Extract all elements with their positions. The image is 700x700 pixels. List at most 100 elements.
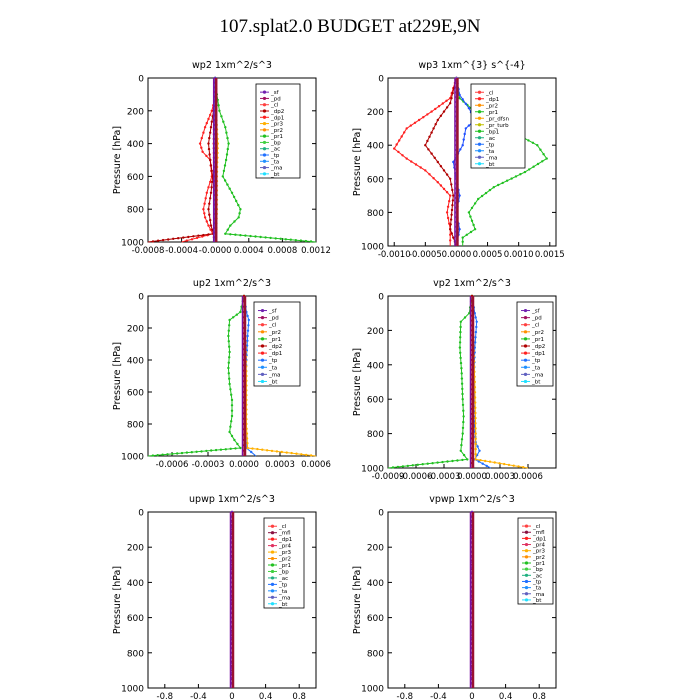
data-point: [458, 97, 461, 100]
legend-marker: [270, 524, 275, 528]
data-point: [493, 461, 496, 464]
data-point: [203, 212, 206, 215]
data-point: [217, 104, 220, 107]
legend-entry-bt: _bt: [278, 602, 288, 608]
data-point: [229, 233, 232, 236]
data-point: [527, 139, 530, 142]
legend-marker: [477, 97, 482, 101]
data-point: [497, 183, 500, 187]
data-point: [505, 179, 509, 182]
data-point: [195, 450, 198, 453]
data-point: [409, 124, 412, 127]
data-point: [156, 454, 159, 457]
data-point: [226, 183, 229, 186]
legend-marker: [523, 358, 528, 362]
data-point: [449, 177, 452, 180]
legend-entry-dp1: _dp1: [485, 97, 499, 103]
data-point: [207, 186, 210, 189]
data-point: [475, 325, 478, 329]
data-point: [522, 466, 525, 469]
data-point: [431, 462, 434, 465]
data-point: [458, 341, 462, 344]
data-point: [224, 126, 227, 129]
data-point: [461, 398, 464, 401]
legend-marker: [524, 573, 529, 577]
legend-marker: [523, 323, 528, 327]
legend-entry-ac: _ac: [278, 576, 288, 582]
data-point: [446, 216, 450, 220]
legend-entry-sf: _sf: [270, 90, 280, 96]
data-point: [449, 239, 452, 242]
legend-marker: [260, 351, 265, 355]
legend: _cl_mfl_dp1_pr4_pr3_pr2_pr1_bp_ac_tp_ta_…: [263, 517, 305, 609]
data-point: [227, 142, 230, 145]
data-point: [205, 121, 208, 125]
data-point: [474, 330, 478, 334]
data-point: [239, 234, 242, 237]
data-point: [433, 156, 436, 159]
data-point: [477, 460, 480, 463]
y-tick-label: 800: [367, 430, 384, 440]
data-point: [450, 232, 453, 235]
data-point: [228, 356, 231, 359]
legend-marker: [270, 595, 275, 599]
data-point: [467, 211, 471, 214]
legend-entry-ma: _ma: [268, 372, 280, 378]
y-tick-label: 0: [378, 509, 384, 519]
data-point: [517, 465, 520, 468]
chart-title: upwp 1xm^2/s^3: [189, 494, 275, 505]
data-point: [477, 197, 480, 201]
legend-marker: [262, 165, 267, 170]
legend-marker: [260, 308, 265, 313]
data-point: [481, 462, 484, 465]
data-point: [192, 235, 195, 238]
legend-entry-pr2: _pr2: [270, 128, 283, 134]
y-tick-label: 400: [127, 579, 144, 589]
data-point: [284, 238, 287, 241]
chart-panel-1: wp2 1xm^2/s^3 Pressure [hPa] 0 200 400 600 800…: [112, 60, 331, 256]
data-point: [200, 136, 203, 140]
data-point: [230, 398, 234, 402]
data-point: [541, 160, 544, 163]
data-point: [280, 450, 283, 454]
data-point: [523, 170, 527, 174]
legend-marker: [270, 544, 275, 548]
legend-entry-cl: _cl: [268, 323, 277, 329]
data-point: [446, 460, 449, 463]
data-point: [474, 411, 477, 415]
legend-marker: [260, 330, 265, 334]
chart-title: wp3 1xm^{3} s^{-4}: [418, 60, 525, 71]
x-tick-label: -0.0006: [156, 460, 189, 470]
data-point: [532, 165, 535, 168]
data-point: [203, 216, 207, 219]
data-point: [474, 427, 477, 430]
data-point: [465, 233, 468, 236]
y-axis-label: Pressure [hPa]: [352, 348, 363, 416]
data-point: [461, 144, 464, 147]
data-point: [166, 453, 169, 456]
data-point: [309, 240, 313, 243]
data-point: [459, 330, 462, 334]
y-axis-label: Pressure [hPa]: [112, 126, 123, 194]
data-point: [474, 341, 477, 344]
data-point: [488, 188, 492, 192]
data-point: [246, 314, 249, 318]
data-point: [466, 458, 469, 461]
data-point: [264, 236, 267, 239]
series-line-pr2: [424, 77, 457, 247]
y-tick-label: 200: [127, 325, 144, 335]
legend-marker: [260, 379, 265, 384]
legend-entry-ma: _ma: [278, 595, 290, 601]
data-point: [227, 361, 230, 364]
x-tick-label: 0.4: [499, 692, 513, 700]
data-point: [225, 153, 229, 156]
x-tick-label: 0.0010: [504, 250, 534, 260]
data-point: [226, 147, 229, 151]
legend-box: [516, 301, 554, 387]
legend-entry-pr1: _pr1: [485, 110, 498, 116]
data-point: [180, 451, 184, 455]
data-point: [309, 454, 313, 457]
y-tick-label: 800: [127, 421, 144, 431]
data-point: [246, 442, 249, 445]
data-point: [223, 164, 227, 167]
